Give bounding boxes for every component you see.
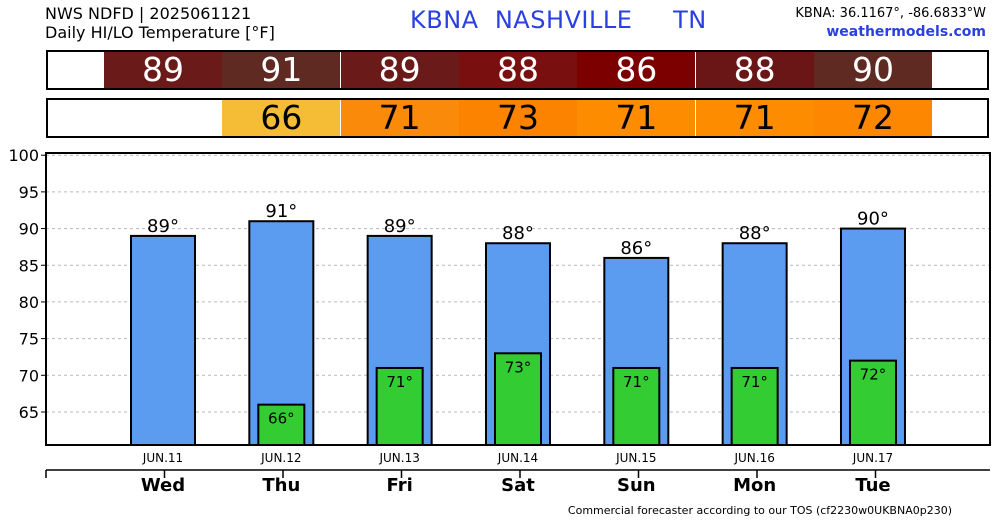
- date-label: JUN.13: [378, 451, 419, 465]
- low-temp-label: 71°: [741, 373, 768, 391]
- high-temp-label: 89°: [147, 216, 179, 237]
- date-label: JUN.12: [260, 451, 301, 465]
- lo-cell: 72: [813, 100, 932, 136]
- date-label: JUN.15: [615, 451, 656, 465]
- plot-frame: [45, 152, 991, 446]
- high-temp-label: 88°: [739, 223, 771, 244]
- high-temp-label: 89°: [384, 216, 416, 237]
- low-temp-label: 73°: [505, 358, 532, 376]
- lo-cell: 71: [695, 100, 814, 136]
- high-temp-label: 88°: [502, 223, 534, 244]
- y-tick-label: 85: [19, 256, 39, 275]
- high-temp-label: 90°: [857, 209, 889, 230]
- hi-cell: 89: [104, 52, 222, 88]
- temperature-chart: 65 70 75 80 85 90 95 100 89° 91° 89° 88° 86° 88° 90° 66…: [8, 146, 991, 496]
- day-label: Fri: [387, 475, 413, 496]
- date-label: JUN.11: [142, 451, 183, 465]
- day-label: Wed: [141, 475, 185, 496]
- day-label: Sat: [501, 475, 535, 496]
- low-temp-bar: [612, 366, 661, 447]
- station-meta: KBNA: 36.1167°, -86.6833°W weathermodels…: [795, 4, 986, 42]
- station-title: KBNA NASHVILLE TN: [410, 6, 707, 34]
- day-label: Tue: [855, 475, 890, 496]
- y-tick-label: 95: [19, 183, 39, 202]
- date-label: JUN.17: [852, 451, 893, 465]
- y-tick-label: 90: [19, 220, 39, 239]
- low-temp-bar: [848, 359, 897, 446]
- low-temp-bar: [257, 403, 306, 447]
- lo-cell: 66: [222, 100, 341, 136]
- day-label: Thu: [262, 475, 300, 496]
- high-temp-label: 91°: [265, 201, 297, 222]
- footer-note: Commercial forecaster according to our T…: [567, 504, 952, 517]
- y-tick-label: 70: [19, 366, 39, 385]
- hi-cell: 86: [577, 52, 696, 88]
- y-tick-label: 65: [19, 403, 39, 422]
- station-name: NASHVILLE: [494, 6, 633, 34]
- station-coords: KBNA: 36.1167°, -86.6833°W: [795, 6, 986, 21]
- low-temp-label: 71°: [386, 373, 413, 391]
- day-label: Mon: [733, 475, 776, 496]
- station-state: TN: [673, 6, 707, 34]
- station-code: KBNA: [410, 6, 479, 34]
- low-temp-label: 66°: [268, 410, 295, 428]
- lo-cell: 71: [577, 100, 696, 136]
- low-temp-label: 72°: [860, 366, 887, 384]
- lo-cell: 71: [340, 100, 459, 136]
- y-tick-label: 100: [8, 146, 39, 165]
- y-tick-label: 80: [19, 293, 39, 312]
- hi-cell: 89: [340, 52, 459, 88]
- low-temp-strip: 66 71 73 71 71 72: [46, 98, 989, 138]
- high-temp-strip: 89 91 89 88 86 88 90: [46, 50, 989, 90]
- product-title: Daily HI/LO Temperature [°F]: [45, 23, 275, 42]
- date-label: JUN.16: [733, 451, 774, 465]
- low-temp-label: 71°: [623, 373, 650, 391]
- hi-cell: 88: [695, 52, 814, 88]
- high-temp-label: 86°: [620, 238, 652, 259]
- high-temp-bar: [130, 234, 196, 446]
- low-temp-bar: [730, 366, 779, 447]
- product-run-label: NWS NDFD | 2025061121: [45, 4, 252, 23]
- low-temp-bar: [375, 366, 424, 447]
- product-info: NWS NDFD | 2025061121 Daily HI/LO Temper…: [45, 4, 275, 42]
- site-link[interactable]: weathermodels.com: [826, 24, 986, 40]
- y-tick-label: 75: [19, 330, 39, 349]
- hi-cell: 91: [222, 52, 341, 88]
- hi-cell: 90: [813, 52, 932, 88]
- hi-cell: 88: [458, 52, 577, 88]
- lo-cell: 73: [458, 100, 577, 136]
- day-label: Sun: [617, 475, 656, 496]
- date-label: JUN.14: [497, 451, 538, 465]
